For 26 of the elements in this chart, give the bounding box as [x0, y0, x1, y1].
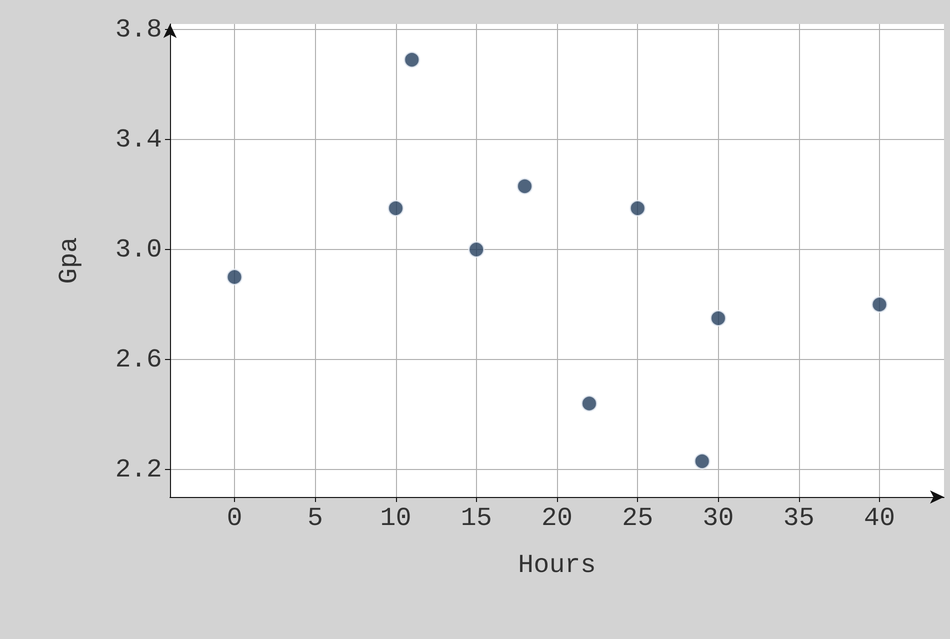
x-tick-label: 30: [702, 503, 734, 533]
point: [226, 268, 243, 286]
point: [388, 200, 404, 216]
y-tick-label: 3.0: [115, 234, 162, 264]
point: [871, 296, 888, 313]
point: [629, 200, 646, 216]
y-tick-label: 2.6: [115, 344, 162, 374]
point: [581, 395, 598, 412]
x-axis-title: Hours: [518, 550, 596, 580]
y-tick-label: 3.4: [115, 124, 162, 154]
x-tick-label: 5: [307, 503, 323, 533]
y-tick-label: 3.8: [115, 14, 162, 44]
x-tick-label: 10: [380, 503, 412, 533]
y-tick-label: 2.2: [115, 454, 162, 484]
point: [468, 241, 485, 258]
point: [694, 453, 710, 470]
point: [710, 310, 726, 326]
point: [404, 52, 420, 68]
y-axis-title: Gpa: [54, 237, 84, 284]
x-tick-label: 35: [783, 503, 814, 533]
x-tick-label: 20: [541, 503, 573, 533]
point: [516, 178, 533, 194]
x-tick-label: 15: [460, 503, 492, 533]
x-tick-label: 40: [864, 503, 896, 533]
x-tick-label: 25: [622, 503, 654, 533]
x-tick-label: 0: [226, 503, 242, 533]
